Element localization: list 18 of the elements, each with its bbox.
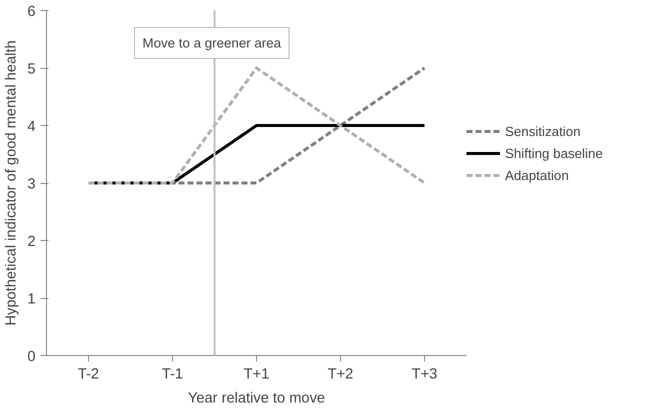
y-axis-title: Hypothetical indicator of good mental health <box>3 40 20 326</box>
x-tick-label: T+3 <box>412 366 438 382</box>
x-tick-label: T+1 <box>244 366 270 382</box>
x-tick-label: T-2 <box>78 366 100 382</box>
legend-label: Shifting baseline <box>505 146 603 160</box>
y-tick-label: 2 <box>27 234 36 250</box>
annotation: Move to a greener area <box>142 36 282 50</box>
y-tick-label: 3 <box>27 176 36 192</box>
y-tick-label: 5 <box>27 62 36 78</box>
legend-label: Sensitization <box>505 124 581 138</box>
y-tick-label: 0 <box>27 349 36 365</box>
y-tick-label: 4 <box>27 119 36 135</box>
y-tick-label: 1 <box>27 292 36 308</box>
x-tick-label: T+2 <box>328 366 354 382</box>
x-tick-label: T-1 <box>162 366 184 382</box>
legend-label: Adaptation <box>505 168 569 182</box>
y-tick-label: 6 <box>27 4 36 20</box>
x-axis-title: Year relative to move <box>188 390 326 406</box>
